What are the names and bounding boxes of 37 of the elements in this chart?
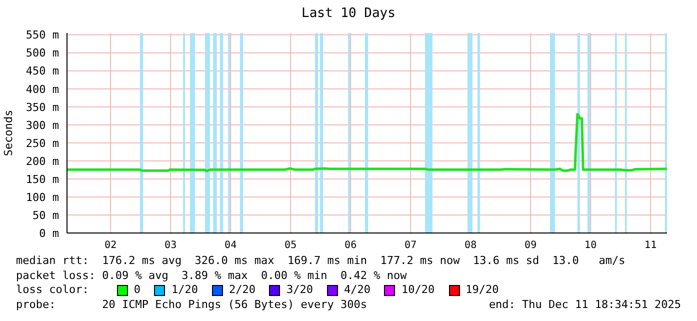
line-series (67, 112, 667, 172)
x-tick-label: 07 (404, 240, 417, 252)
x-tick-label: 03 (164, 240, 177, 252)
x-tick-label: 04 (224, 240, 237, 252)
y-tick-label: 50 m (32, 208, 60, 222)
text: end: Thu Dec 11 18:34:51 2025 (488, 298, 681, 312)
text: 19/20 (464, 283, 499, 298)
text: loss color: (16, 283, 89, 298)
x-tick-label: 08 (464, 240, 477, 252)
text: 3/20 (285, 283, 313, 298)
y-tick-label: 150 m (26, 172, 60, 186)
text: 0 (132, 283, 140, 298)
y-tick-label: 250 m (26, 136, 60, 150)
x-tick-label: 05 (284, 240, 297, 252)
text: packet loss: 0.09 % avg 3.89 % max 0.00 % min 0.42 % now (16, 268, 408, 283)
text: 1/20 (170, 283, 198, 298)
y-tick-label: 350 m (26, 100, 60, 114)
y-tick-label: 450 m (26, 64, 60, 78)
text: 10/20 (400, 283, 435, 298)
y-axis-title: Seconds (2, 110, 15, 156)
y-tick-label: 500 m (26, 46, 60, 60)
y-tick-label: 0 m (39, 226, 60, 240)
text: median rtt: 176.2 ms avg 326.0 ms max 169.7 ms min 177.2 ms now 13.6 ms sd 13.0 am/s (16, 254, 626, 268)
text: probe: 20 ICMP Echo Pings (56 Bytes) every 300s (16, 298, 367, 312)
chart-title: Last 10 Days (300, 6, 396, 21)
text: 2/20 (228, 283, 256, 298)
x-tick-label: 09 (524, 240, 537, 252)
y-tick-label: 400 m (26, 82, 60, 96)
y-tick-label: 550 m (26, 28, 60, 42)
x-tick-label: 10 (584, 240, 597, 252)
x-tick-label: 11 (644, 240, 657, 252)
y-tick-label: 300 m (26, 118, 60, 132)
y-tick-label: 100 m (26, 190, 60, 204)
x-tick-label: 02 (104, 240, 117, 252)
text: 4/20 (342, 283, 370, 298)
x-tick-label: 06 (344, 240, 357, 252)
y-tick-label: 200 m (26, 154, 60, 168)
